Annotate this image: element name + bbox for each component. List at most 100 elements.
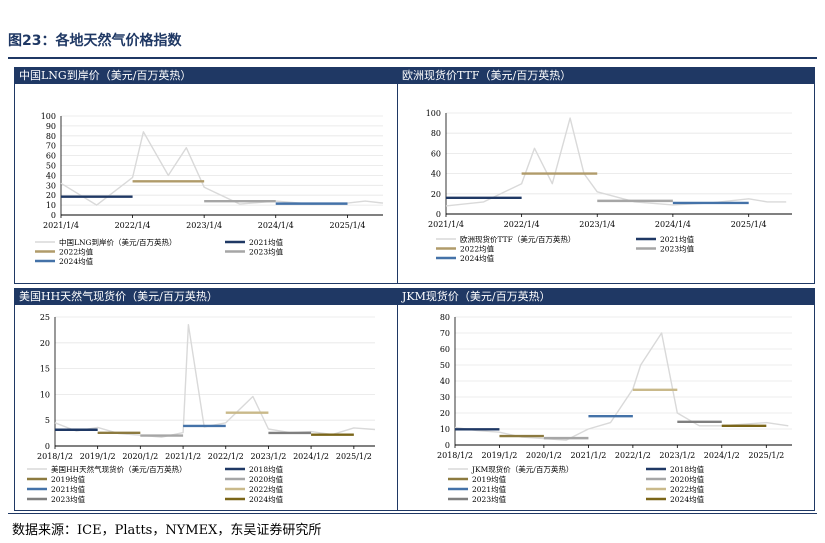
y-tick-label: 15 — [40, 365, 50, 374]
legend-label: 中国LNG到岸价（美元/百万英热） — [59, 237, 177, 247]
panel-us-hh: 美国HH天然气现货价（美元/百万英热） 0 5 10 15 20 25 2018/1/2 20… — [14, 288, 399, 511]
x-tick-label: 2021/1/2 — [165, 452, 201, 461]
legend-label: 2020均值 — [670, 474, 705, 484]
y-tick-label: 30 — [440, 393, 450, 402]
legend-label: 2024均值 — [249, 494, 284, 504]
y-tick-label: 50 — [440, 361, 450, 370]
y-tick-label: 60 — [46, 152, 56, 161]
legend-label: 2021均值 — [51, 484, 86, 494]
y-tick-label: 100 — [41, 112, 56, 121]
x-tick-label: 2018/1/2 — [437, 451, 473, 460]
y-tick-label: 10 — [46, 201, 56, 210]
x-tick-label: 2025/1/2 — [748, 451, 784, 460]
x-tick-label: 2019/1/2 — [481, 451, 517, 460]
y-tick-label: 80 — [46, 132, 56, 141]
chart-svg: 0 5 10 15 20 25 2018/1/2 2019/1/2 2020/1/2 2021/1… — [27, 313, 376, 504]
y-tick-label: 10 — [440, 425, 450, 434]
y-tick-label: 70 — [46, 142, 56, 151]
y-tick-label: 100 — [426, 109, 441, 118]
x-tick-label: 2025/1/4 — [731, 220, 767, 229]
x-tick-label: 2022/1/2 — [615, 451, 651, 460]
y-tick-label: 70 — [440, 329, 450, 338]
x-tick-label: 2025/1/2 — [336, 452, 372, 461]
legend-label: JKM现货价（美元/百万英热） — [471, 464, 573, 474]
y-tick-label: 0 — [45, 442, 50, 451]
panel-header: 中国LNG到岸价（美元/百万英热） — [15, 68, 398, 84]
x-tick-label: 2018/1/2 — [37, 452, 73, 461]
x-tick-label: 2022/1/2 — [208, 452, 244, 461]
x-tick-label: 2024/1/4 — [258, 221, 294, 230]
y-tick-label: 20 — [431, 190, 441, 199]
y-tick-label: 10 — [40, 390, 50, 399]
y-tick-label: 20 — [46, 191, 56, 200]
y-tick-label: 90 — [46, 122, 56, 131]
legend-label: 2022均值 — [59, 247, 94, 257]
legend-label: 2019均值 — [51, 474, 86, 484]
legend-label: 2019均值 — [472, 474, 507, 484]
legend-label: 2023均值 — [51, 494, 86, 504]
panel-header: 欧洲现货价TTF（美元/百万英热） — [398, 68, 814, 84]
legend-label: 2022均值 — [670, 484, 705, 494]
y-tick-label: 20 — [40, 339, 50, 348]
x-tick-label: 2022/1/4 — [504, 220, 540, 229]
panel-jkm: JKM现货价（美元/百万英热） 0 10 20 30 40 50 60 70 80 2018/1/… — [397, 288, 815, 511]
y-tick-label: 30 — [46, 181, 56, 190]
x-tick-label: 2020/1/2 — [526, 451, 562, 460]
legend-label: 美国HH天然气现货价（美元/百万英热） — [51, 464, 187, 474]
y-tick-label: 60 — [440, 345, 450, 354]
panel-header: 美国HH天然气现货价（美元/百万英热） — [15, 289, 398, 305]
chart-svg: 0 10 20 30 40 50 60 70 80 2018/1/2 2019/1/2 2020/1/… — [437, 313, 792, 504]
x-tick-label: 2023/1/4 — [186, 221, 222, 230]
legend-label: 2021均值 — [472, 484, 507, 494]
x-tick-label: 2021/1/4 — [43, 221, 79, 230]
source-note: 数据来源：ICE，Platts，NYMEX，东吴证券研究所 — [12, 523, 322, 538]
x-tick-label: 2019/1/2 — [80, 452, 116, 461]
series-line-china-lng — [60, 131, 384, 206]
chart-svg: 0 20 40 60 80 100 2021/1/4 2022/1/4 2023/1/4 2024… — [426, 109, 792, 263]
x-tick-label: 2023/1/4 — [579, 220, 615, 229]
y-tick-label: 80 — [440, 313, 450, 322]
panel-china-lng: 中国LNG到岸价（美元/百万英热） 0 10 20 30 40 50 60 70 80 90 100… — [14, 67, 399, 284]
legend-label: 2022均值 — [249, 484, 284, 494]
y-tick-label: 20 — [440, 409, 450, 418]
source-divider — [8, 513, 817, 514]
x-tick-label: 2024/1/2 — [293, 452, 329, 461]
x-tick-label: 2024/1/4 — [655, 220, 691, 229]
y-tick-label: 0 — [51, 211, 56, 220]
x-tick-label: 2022/1/4 — [115, 221, 151, 230]
y-tick-label: 40 — [46, 171, 56, 180]
y-tick-label: 40 — [440, 377, 450, 386]
y-tick-label: 25 — [40, 313, 50, 322]
x-tick-label: 2023/1/2 — [659, 451, 695, 460]
y-tick-label: 60 — [431, 149, 441, 158]
figure-title: 图23：各地天然气价格指数 — [8, 33, 182, 49]
y-tick-label: 80 — [431, 129, 441, 138]
legend-label: 2021均值 — [249, 237, 284, 247]
panel-header: JKM现货价（美元/百万英热） — [398, 289, 814, 305]
y-tick-label: 50 — [46, 162, 56, 171]
legend-label: 2020均值 — [249, 474, 284, 484]
legend-label: 2023均值 — [249, 247, 284, 257]
panel-europe-ttf: 欧洲现货价TTF（美元/百万英热） 0 20 40 60 80 100 2021/1/4 20… — [397, 67, 815, 284]
legend-label: 2022均值 — [460, 244, 495, 254]
legend-label: 2023均值 — [660, 244, 695, 254]
legend-label: 2018均值 — [249, 464, 284, 474]
y-tick-label: 0 — [436, 210, 441, 219]
y-tick-label: 5 — [45, 416, 50, 425]
series-line-ttf — [445, 117, 787, 207]
legend-label: 2024均值 — [460, 253, 495, 263]
legend-label: 2024均值 — [59, 256, 94, 266]
legend-label: 2018均值 — [670, 464, 705, 474]
x-tick-label: 2021/1/4 — [428, 220, 464, 229]
x-tick-label: 2024/1/2 — [704, 451, 740, 460]
y-tick-label: 40 — [431, 170, 441, 179]
legend-label: 欧洲现货价TTF（美元/百万英热） — [460, 234, 575, 244]
x-tick-label: 2025/1/4 — [330, 221, 366, 230]
legend-label: 2021均值 — [660, 234, 695, 244]
x-tick-label: 2021/1/2 — [570, 451, 606, 460]
legend-label: 2023均值 — [472, 494, 507, 504]
y-tick-label: 0 — [445, 441, 450, 450]
x-tick-label: 2020/1/2 — [122, 452, 158, 461]
title-underline — [8, 57, 817, 59]
